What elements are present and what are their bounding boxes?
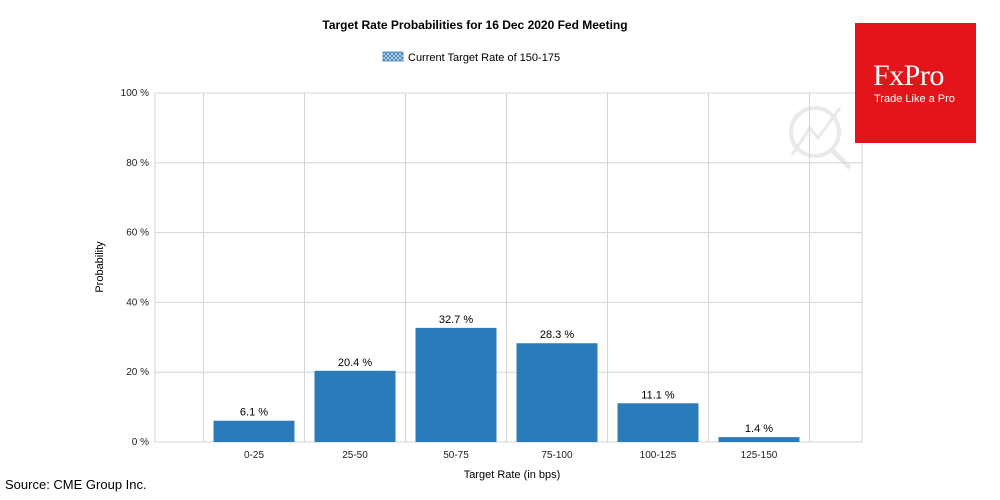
y-tick-label: 80 % — [126, 158, 149, 169]
chart-title: Target Rate Probabilities for 16 Dec 202… — [322, 18, 627, 32]
y-axis-label: Probability — [94, 241, 106, 293]
bar-100-125 — [617, 403, 699, 442]
bar-125-150 — [718, 437, 800, 442]
bar-75-100 — [516, 343, 598, 442]
bar-value-label: 28.3 % — [540, 329, 574, 341]
source-note: Source: CME Group Inc. — [5, 477, 147, 492]
bar-value-labels: 6.1 % 20.4 % 32.7 % 28.3 % 11.1 % 1.4 % — [240, 314, 773, 435]
y-axis-ticks: 0 % 20 % 40 % 60 % 80 % 100 % — [121, 88, 149, 448]
y-tick-label: 20 % — [126, 367, 149, 378]
legend-label: Current Target Rate of 150-175 — [408, 52, 560, 64]
bars — [213, 327, 800, 442]
x-tick-label: 50-75 — [443, 450, 469, 461]
y-tick-label: 40 % — [126, 297, 149, 308]
y-tick-label: 60 % — [126, 228, 149, 239]
x-tick-label: 25-50 — [342, 450, 368, 461]
y-tick-label: 100 % — [121, 88, 149, 99]
watermark-logo — [789, 106, 852, 170]
brand-tagline: Trade Like a Pro — [874, 93, 955, 105]
legend: Current Target Rate of 150-175 — [382, 51, 560, 64]
legend-swatch — [382, 51, 404, 62]
x-axis-label: Target Rate (in bps) — [464, 469, 561, 481]
brand-logo: FxPro Trade Like a Pro — [855, 23, 976, 143]
bar-value-label: 11.1 % — [641, 389, 675, 401]
x-tick-label: 125-150 — [741, 450, 778, 461]
bar-value-label: 1.4 % — [745, 423, 773, 435]
gridlines — [154, 92, 863, 443]
bar-25-50 — [314, 370, 396, 442]
x-axis-ticks: 0-25 25-50 50-75 75-100 100-125 125-150 — [244, 450, 778, 461]
brand-name: FxPro — [873, 59, 944, 92]
bar-value-label: 32.7 % — [439, 314, 473, 326]
bar-50-75 — [415, 327, 497, 442]
bar-value-label: 6.1 % — [240, 407, 268, 419]
x-tick-label: 100-125 — [640, 450, 677, 461]
x-tick-label: 0-25 — [244, 450, 264, 461]
bar-0-25 — [213, 420, 295, 442]
bar-value-label: 20.4 % — [338, 357, 372, 369]
y-tick-label: 0 % — [132, 437, 149, 448]
x-tick-label: 75-100 — [541, 450, 573, 461]
